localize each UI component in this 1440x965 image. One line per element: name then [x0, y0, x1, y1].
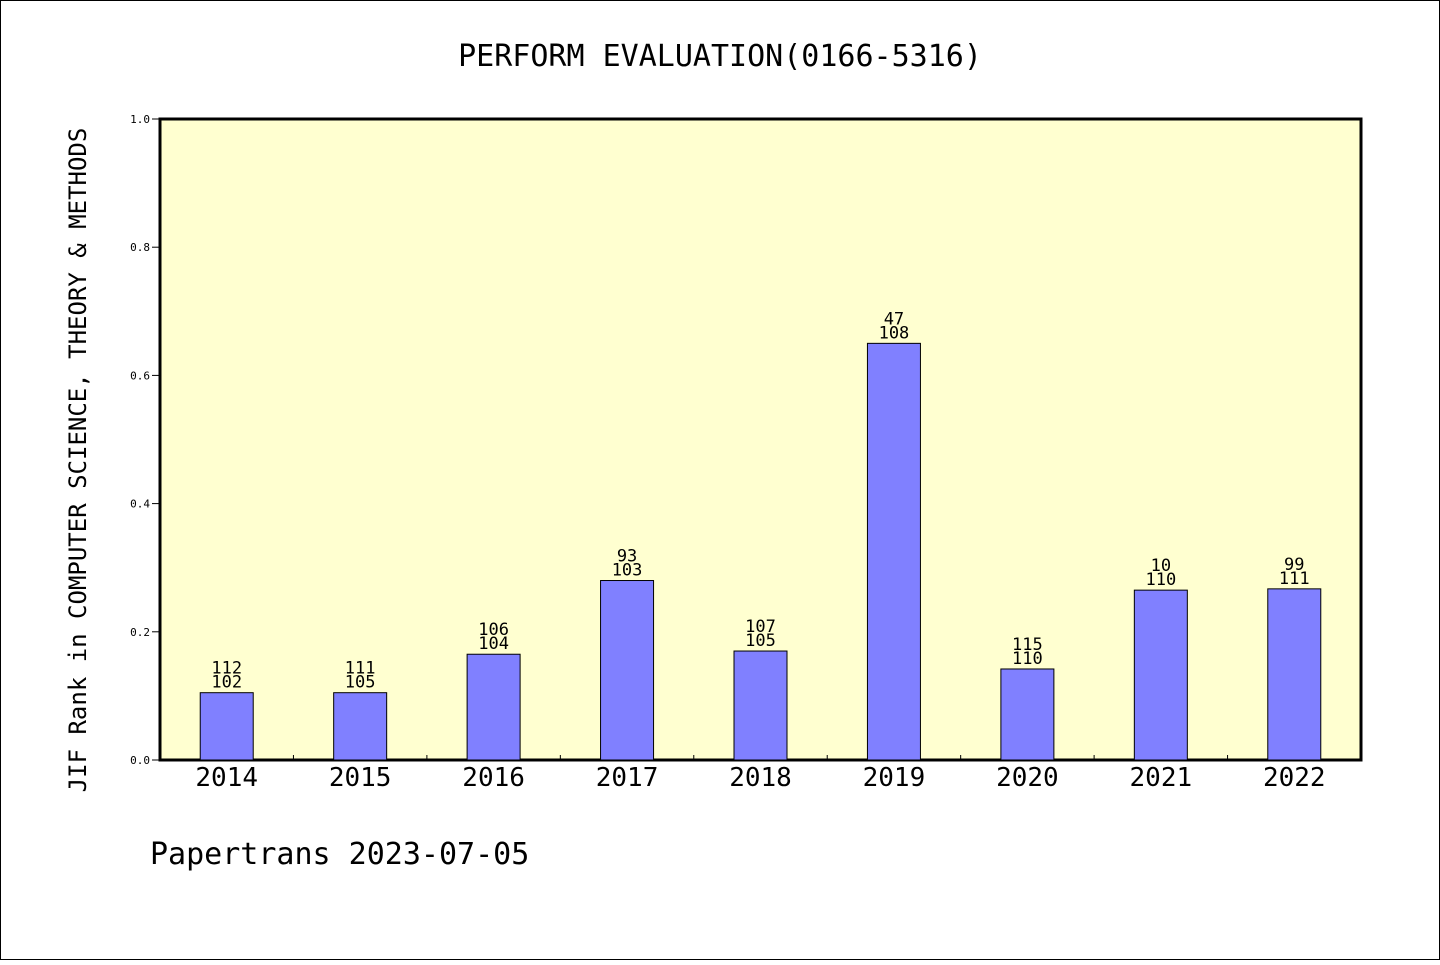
y-tick-label: 0.2	[130, 626, 150, 639]
bar-2022	[1267, 588, 1322, 761]
y-axis-label: JIF Rank in COMPUTER SCIENCE, THEORY & M…	[64, 128, 92, 793]
chart-title: PERFORM EVALUATION(0166-5316)	[458, 39, 982, 74]
bar-label-top-2017: 93	[617, 547, 637, 567]
bar-label-top-2015: 111	[345, 659, 376, 679]
x-tick-label-2017: 2017	[596, 763, 659, 793]
y-tick-label: 1.0	[130, 113, 150, 126]
x-axis-labels: 2014 2015 2016 2017 2018 2019 2020 2021 2022	[195, 763, 1325, 793]
x-tick-label-2014: 2014	[195, 763, 258, 793]
bar-label-top-2021: 10	[1151, 556, 1171, 576]
bar-2021	[1133, 589, 1188, 761]
footer-text: Papertrans 2023-07-05	[150, 837, 529, 872]
bar-label-bottom-2015: 105	[345, 673, 376, 693]
bar-label-top-2019: 47	[884, 309, 904, 329]
x-tick-label-2020: 2020	[996, 763, 1059, 793]
bar-label-bottom-2014: 102	[211, 673, 242, 693]
x-tick-label-2015: 2015	[329, 763, 392, 793]
bar-2016	[466, 653, 521, 761]
bar-2019	[866, 342, 921, 761]
bar-label-top-2016: 106	[478, 620, 509, 640]
bar-label-bottom-2016: 104	[478, 634, 509, 654]
y-tick-label: 0.6	[130, 369, 150, 382]
x-axis-ticks	[292, 755, 1229, 760]
bars-group	[199, 342, 1322, 761]
bar-label-top-2014: 112	[211, 659, 242, 679]
bar-label-top-2018: 107	[745, 617, 776, 637]
bar-2020	[1000, 668, 1055, 761]
bar-label-bottom-2022: 111	[1279, 569, 1310, 589]
bar-2017	[600, 580, 655, 761]
bar-label-bottom-2018: 105	[745, 631, 776, 651]
bar-label-top-2022: 99	[1284, 555, 1304, 575]
y-tick-label: 0.4	[130, 498, 150, 511]
x-tick-label-2018: 2018	[729, 763, 792, 793]
x-tick-label-2022: 2022	[1263, 763, 1326, 793]
x-tick-label-2021: 2021	[1130, 763, 1193, 793]
y-tick-label: 0.0	[130, 754, 150, 767]
bar-label-top-2020: 115	[1012, 635, 1043, 655]
x-tick-label-2019: 2019	[863, 763, 926, 793]
y-tick-label: 0.8	[130, 241, 150, 254]
y-axis-ticks: 0.0 0.2 0.4 0.6 0.8 1.0	[130, 113, 160, 767]
bar-label-bottom-2017: 103	[612, 561, 643, 581]
bar-label-bottom-2019: 108	[879, 323, 910, 343]
bar-2018	[733, 650, 788, 761]
bar-labels-group: 1121021111051061049310310710547108115110…	[211, 309, 1309, 692]
bar-label-bottom-2021: 110	[1145, 570, 1176, 590]
bar-label-bottom-2020: 110	[1012, 649, 1043, 669]
bar-2014	[199, 692, 254, 761]
x-tick-label-2016: 2016	[462, 763, 525, 793]
bar-2015	[333, 692, 388, 761]
